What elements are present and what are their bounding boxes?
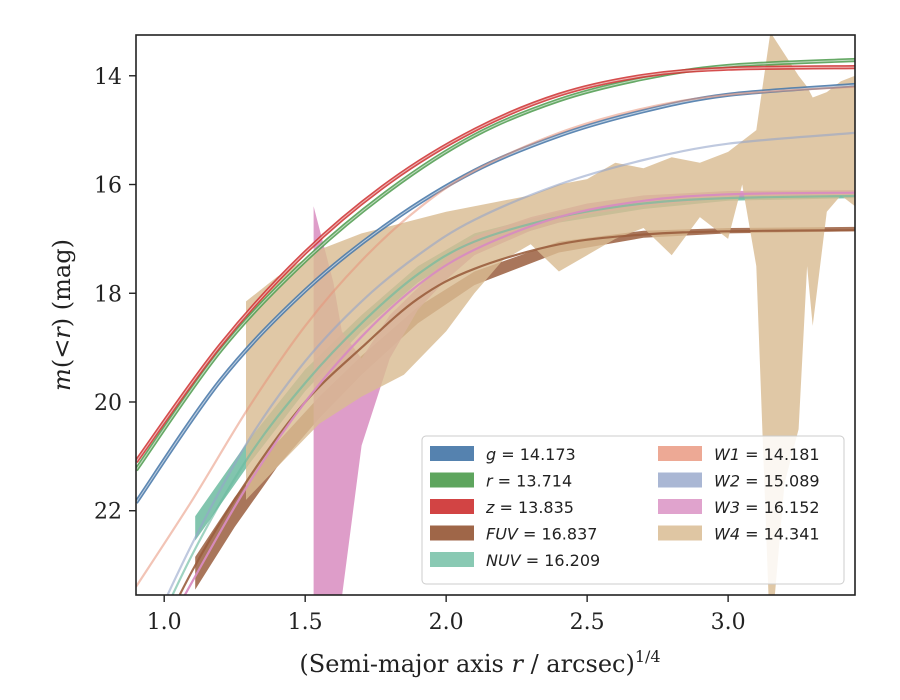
fit-nuv [171,194,855,595]
fit-z-highlight [136,66,855,463]
y-axis: 14 16 18 20 22 [94,65,136,525]
y-tick-label: 18 [94,282,122,307]
legend-box [421,435,845,585]
x-axis-label: (Semi-major axis r / arcsec)1/4 [299,647,660,678]
y-tick-label: 22 [94,500,122,525]
y-tick-label: 16 [94,174,122,199]
fit-fuv [178,229,855,595]
legend-label-w2: W2 = 15.089 [714,472,820,491]
band-w4 [246,35,855,595]
legend-label-g: g = 14.173 [486,445,576,464]
legend-swatch-w4 [658,525,702,541]
x-tick-label: 1.5 [288,610,323,635]
legend-label-z: z = 13.835 [485,498,574,517]
legend-label-w1: W1 = 14.181 [714,445,820,464]
legend-label-fuv: FUV = 16.837 [486,525,597,544]
x-tick-label: 2.5 [570,610,605,635]
x-tick-label: 3.0 [711,610,746,635]
legend-swatch-w3 [658,499,702,514]
legend-swatch-w1 [658,446,702,461]
x-axis: 1.0 1.5 2.0 2.5 3.0 [147,595,746,635]
legend-swatch-nuv [430,552,474,567]
plot-frame [135,34,856,596]
fit-w2 [166,131,855,595]
fit-w3 [183,191,855,595]
legend-swatch-r [430,472,474,488]
legend-label-r: r = 13.714 [486,472,572,491]
x-tick-label: 1.0 [147,610,182,635]
fit-curves [136,57,855,595]
legend-label-w4: W4 = 14.341 [714,525,820,544]
legend: g = 14.173 r = 13.714 z = 13.835 FUV = 16.8… [421,435,845,585]
legend-label-nuv: NUV = 16.209 [486,551,600,570]
fit-w1 [136,85,855,588]
legend-swatch-w2 [658,472,702,488]
x-tick-label: 2.0 [429,610,464,635]
confidence-bands [195,35,855,595]
legend-swatch-fuv [430,525,474,541]
y-tick-label: 14 [94,65,122,90]
legend-label-w3: W3 = 16.152 [714,498,820,517]
y-axis-label: m(<r) (mag) [48,239,76,391]
legend-swatch-z [430,499,474,514]
legend-swatch-g [430,446,474,461]
y-tick-label: 20 [94,391,122,416]
